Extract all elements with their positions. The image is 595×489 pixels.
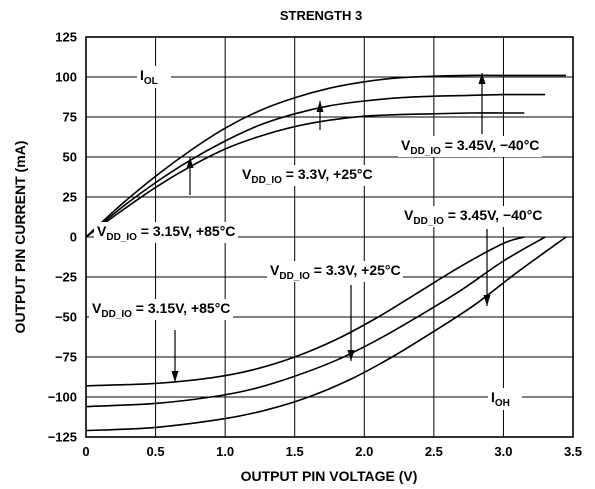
x-tick-label: 0.5 [147, 444, 165, 459]
label-rest: = 3.3V, +25°C [310, 262, 401, 278]
label-subscript: OH [495, 398, 510, 409]
label-subscript: DD_IO [410, 146, 441, 157]
series-layer [85, 74, 567, 432]
arrow-head [347, 350, 355, 361]
label-main: V [92, 300, 102, 316]
label-backdrop [267, 261, 403, 282]
y-tick-label: 25 [63, 190, 77, 205]
label-subscript: DD_IO [279, 271, 310, 282]
series-line [85, 236, 546, 408]
axis-layer: 0 0.5 1.0 1.5 2.0 2.5 3.0 3.5 125 100 75 50 25 0 −25 −5… [48, 30, 582, 460]
chart-title: STRENGTH 3 [280, 8, 362, 23]
series-line [85, 74, 567, 238]
x-axis-label: OUTPUT PIN VOLTAGE (V) [241, 468, 418, 484]
arrow-head [316, 101, 324, 112]
vdd-condition-label: VDD_IO = 3.15V, +85°C [92, 300, 230, 320]
label-subscript: DD_IO [413, 216, 444, 227]
label-subscript: DD_IO [101, 309, 132, 320]
vdd-condition-label: VDD_IO = 3.45V, −40°C [404, 207, 542, 227]
curve-family-label: IOL [140, 67, 158, 87]
label-rest: = 3.15V, +85°C [132, 300, 231, 316]
annotation-arrow [347, 285, 355, 361]
x-tick-label: 2.5 [425, 444, 443, 459]
label-subscript: OL [144, 76, 158, 87]
y-axis-label: OUTPUT PIN CURRENT (mA) [12, 141, 28, 334]
arrow-head [186, 157, 194, 168]
label-rest: = 3.15V, +85°C [137, 223, 236, 239]
x-tick-label: 2.0 [355, 444, 373, 459]
annotation-arrow [171, 330, 179, 382]
curve-family-label: IOH [491, 389, 510, 409]
series-line [85, 112, 525, 238]
label-rest: = 3.45V, −40°C [441, 137, 540, 153]
label-backdrop [398, 136, 542, 157]
label-main: I [491, 389, 495, 405]
y-tick-label: 125 [55, 30, 77, 45]
label-backdrop [239, 165, 375, 186]
annotation-arrow [478, 73, 486, 134]
x-tick-label: 3.0 [494, 444, 512, 459]
series-line [85, 236, 525, 387]
y-tick-label: −75 [55, 350, 77, 365]
label-subscript: DD_IO [106, 232, 137, 243]
arrow-head [483, 295, 491, 306]
label-main: V [270, 262, 280, 278]
vdd-condition-label: VDD_IO = 3.3V, +25°C [242, 166, 373, 186]
annotation-arrow [316, 101, 324, 130]
label-main: V [242, 166, 252, 182]
label-backdrop [94, 222, 238, 243]
label-main: I [140, 67, 144, 83]
series-line [85, 93, 546, 238]
label-main: V [97, 223, 107, 239]
y-tick-label: 75 [63, 110, 77, 125]
y-tick-label: −50 [55, 310, 77, 325]
label-rest: = 3.45V, −40°C [444, 207, 543, 223]
x-tick-label: 1.0 [216, 444, 234, 459]
label-backdrop [401, 206, 545, 227]
annotation-arrow [186, 157, 194, 195]
x-tick-label: 1.5 [286, 444, 304, 459]
y-tick-label: −100 [48, 390, 77, 405]
label-subscript: DD_IO [251, 175, 282, 186]
vdd-condition-label: VDD_IO = 3.3V, +25°C [270, 262, 401, 282]
arrow-layer [171, 73, 491, 382]
annotation-arrow [483, 229, 491, 306]
x-tick-label: 0 [82, 444, 89, 459]
x-tick-label: 3.5 [564, 444, 582, 459]
label-backdrop [488, 388, 522, 410]
y-tick-label: 0 [70, 230, 77, 245]
label-backdrop [89, 299, 233, 320]
y-tick-label: 100 [55, 70, 77, 85]
y-tick-label: 50 [63, 150, 77, 165]
vdd-condition-label: VDD_IO = 3.15V, +85°C [97, 223, 235, 243]
arrow-head [171, 371, 179, 382]
vdd-condition-label: VDD_IO = 3.45V, −40°C [401, 137, 539, 157]
label-backdrop [137, 66, 171, 88]
arrow-head [478, 73, 486, 84]
y-tick-label: −125 [48, 430, 77, 445]
label-main: V [401, 137, 411, 153]
y-tick-label: −25 [55, 270, 77, 285]
label-main: V [404, 207, 414, 223]
label-rest: = 3.3V, +25°C [282, 166, 373, 182]
